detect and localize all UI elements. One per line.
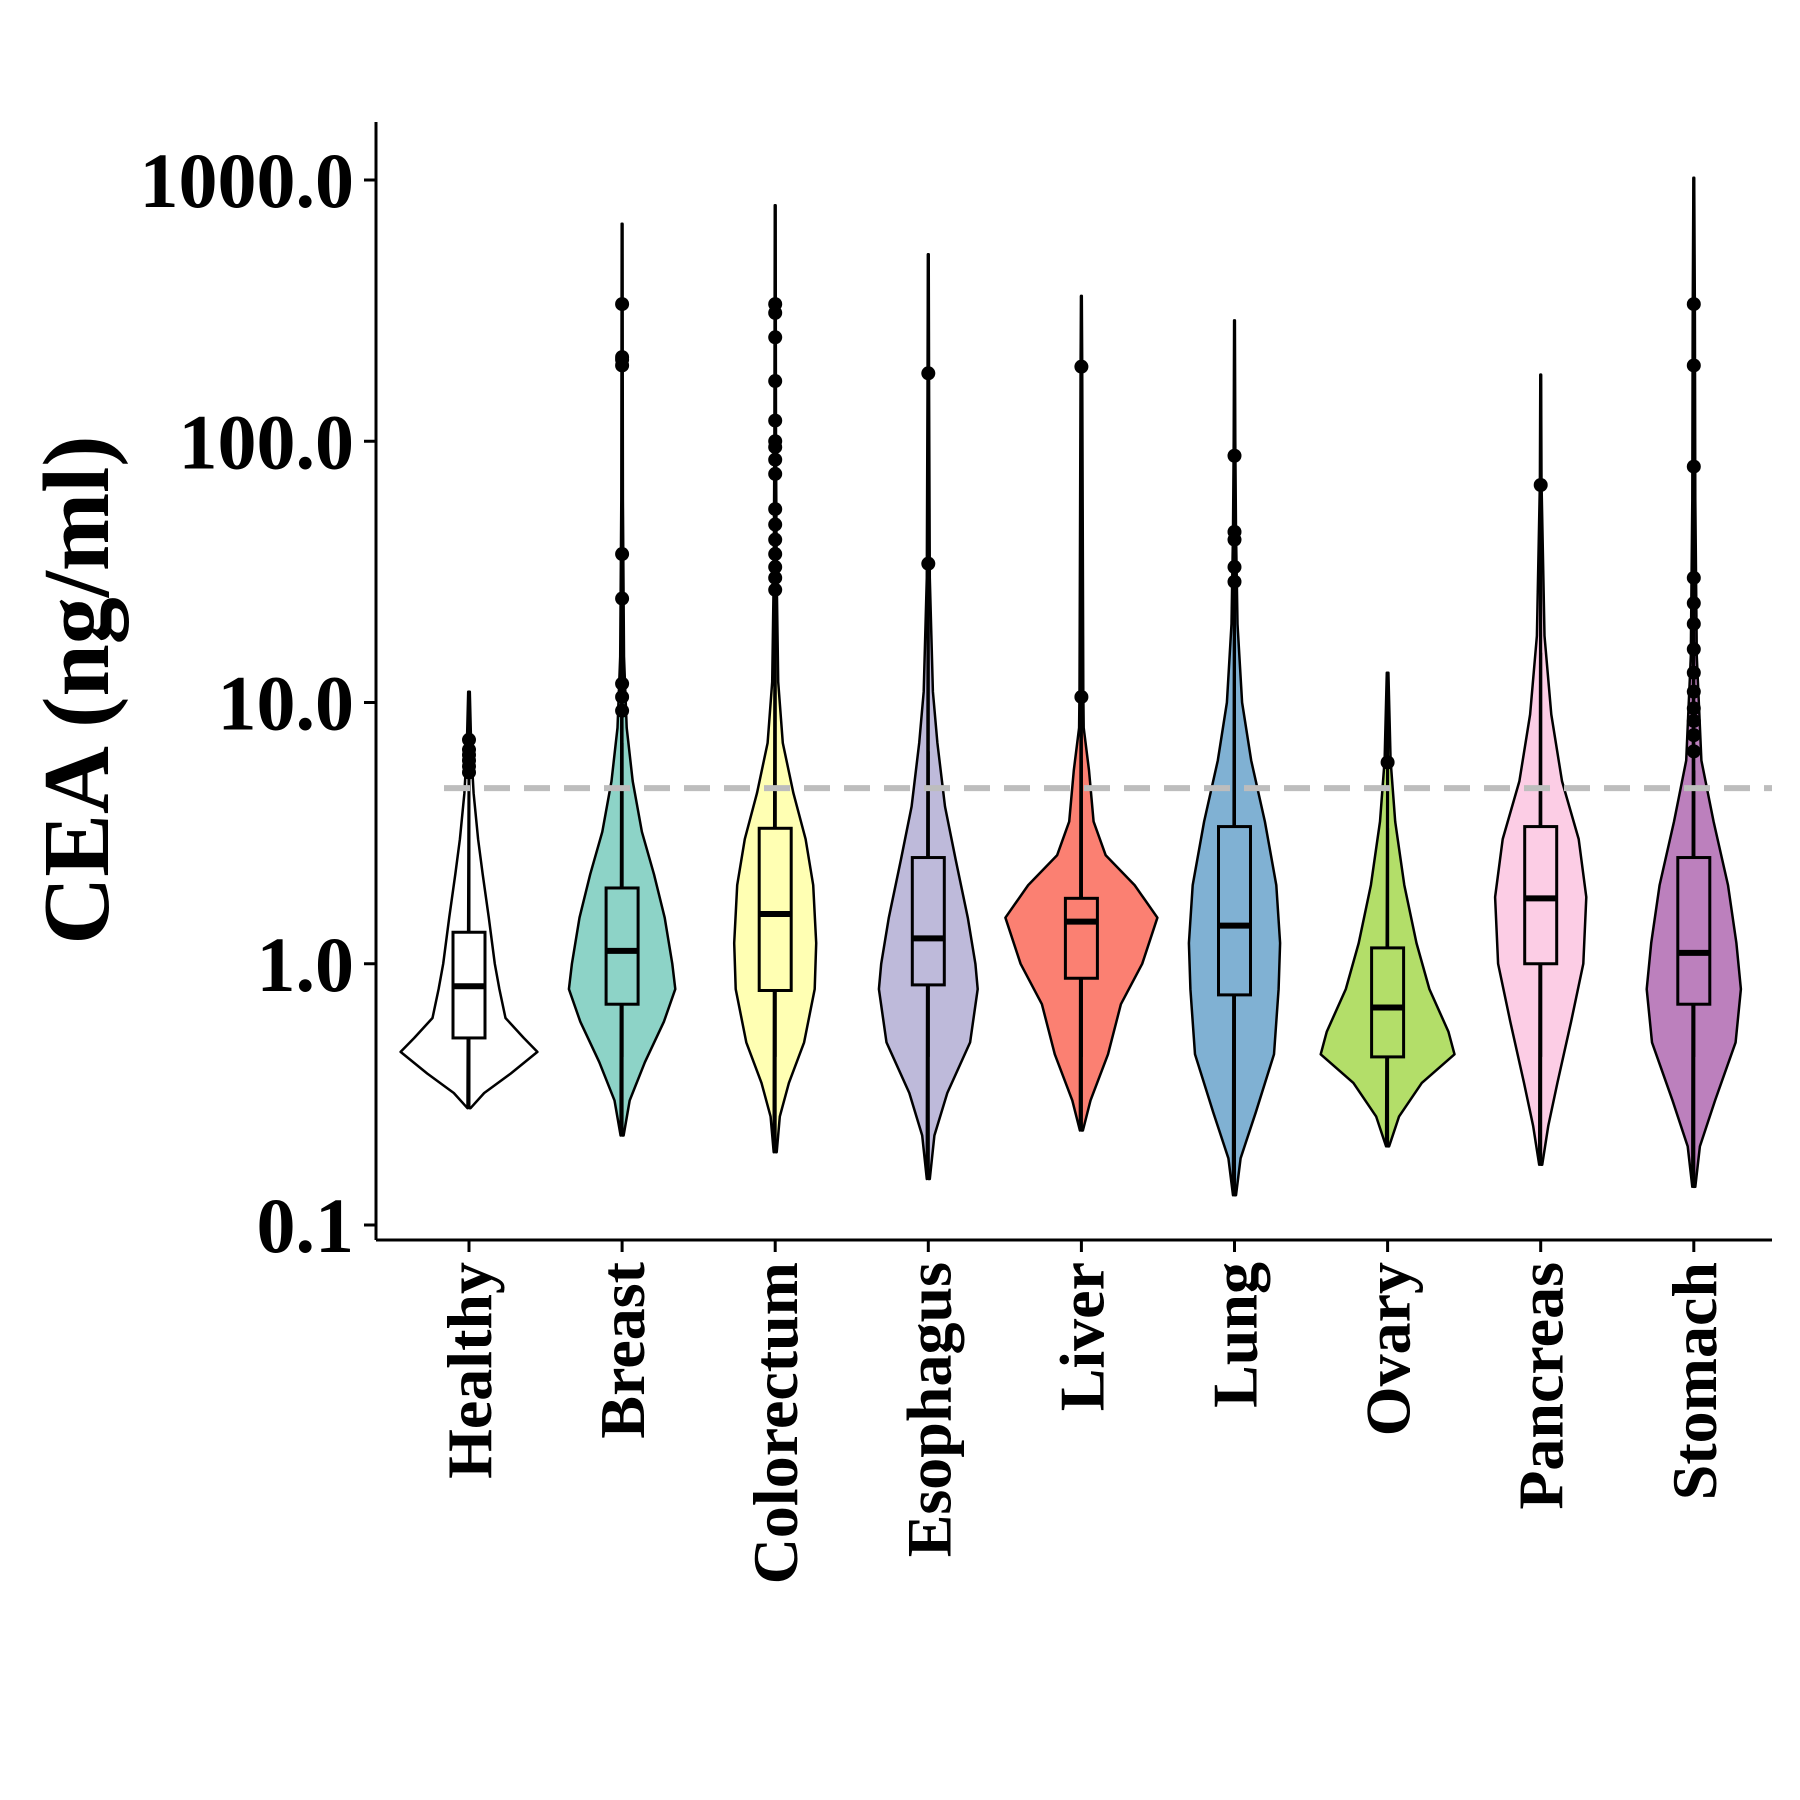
outlier-point: [1227, 560, 1242, 575]
outlier-point: [615, 547, 630, 562]
violin-group-colorectum: [732, 204, 818, 1154]
violin-group-stomach: [1645, 176, 1743, 1189]
outlier-point: [1686, 596, 1701, 611]
y-tick-label: 1000.0: [140, 137, 355, 224]
violin-group-lung: [1187, 319, 1282, 1197]
box-colorectum: [757, 826, 793, 992]
x-tick-label-stomach: Stomach: [1659, 1262, 1730, 1500]
y-tick-label: 100.0: [179, 398, 355, 485]
x-tick-label-breast: Breast: [587, 1261, 658, 1438]
outlier-point: [768, 330, 783, 345]
x-tick-label-liver: Liver: [1046, 1262, 1117, 1411]
x-tick-label-lung: Lung: [1200, 1262, 1271, 1408]
outlier-point: [1686, 665, 1701, 680]
x-tick-label-colorectum: Colorectum: [740, 1262, 811, 1584]
outlier-point: [1686, 713, 1701, 728]
outlier-point: [615, 591, 630, 606]
outlier-point: [768, 560, 783, 575]
box-pancreas: [1523, 825, 1559, 966]
outlier-point: [1686, 728, 1701, 743]
outlier-point: [768, 517, 783, 532]
x-tick-label-pancreas: Pancreas: [1506, 1262, 1577, 1510]
x-tick-label-healthy: Healthy: [434, 1262, 505, 1479]
outlier-point: [1227, 574, 1242, 589]
box-lung: [1217, 825, 1252, 997]
violin-group-healthy: [399, 690, 539, 1110]
outlier-point: [768, 570, 783, 585]
y-tick-label: 10.0: [218, 660, 355, 747]
violin-group-esophagus: [877, 252, 979, 1181]
outlier-point: [1686, 459, 1701, 474]
outlier-point: [768, 502, 783, 517]
box-esophagus: [910, 856, 946, 987]
outlier-point: [768, 547, 783, 562]
outlier-point: [462, 732, 476, 747]
outlier-point: [768, 582, 783, 597]
box-ovary: [1370, 946, 1406, 1059]
outlier-point: [1074, 689, 1089, 704]
outlier-point: [1686, 744, 1701, 759]
outlier-point: [768, 434, 783, 449]
outlier-point: [1227, 448, 1242, 463]
outlier-point: [768, 374, 783, 389]
outlier-point: [462, 742, 476, 757]
outlier-point: [768, 452, 783, 467]
violin-group-breast: [567, 222, 677, 1137]
outlier-point: [615, 297, 630, 312]
x-axis-ticks: Healthy Breast Colorectum Esophagus Liver Lun…: [434, 1240, 1730, 1584]
y-tick-label: 0.1: [257, 1182, 355, 1269]
outlier-point: [1686, 684, 1701, 699]
outlier-point: [1686, 701, 1701, 716]
outlier-point: [1227, 524, 1242, 539]
outlier-point: [1533, 478, 1548, 493]
outlier-point: [615, 703, 630, 718]
outlier-point: [921, 556, 936, 571]
outlier-point: [1686, 297, 1701, 312]
violin-group-liver: [1004, 294, 1159, 1132]
box-breast: [604, 886, 640, 1006]
outlier-point: [1380, 755, 1395, 770]
outlier-point: [768, 297, 783, 312]
outlier-point: [1074, 359, 1089, 374]
y-tick-label: 1.0: [257, 921, 355, 1008]
y-axis-title: CEA (ng/ml): [25, 435, 129, 944]
outlier-point: [615, 689, 630, 704]
outlier-point: [921, 366, 936, 381]
box-stomach: [1676, 856, 1712, 1006]
outlier-point: [615, 350, 630, 365]
outlier-point: [615, 676, 630, 691]
outlier-point: [1686, 358, 1701, 373]
y-axis-ticks: 0.1 1.0 10.0 100.0 1000.0: [140, 137, 376, 1269]
outlier-point: [1686, 570, 1701, 585]
x-tick-label-esophagus: Esophagus: [893, 1262, 964, 1557]
outlier-point: [768, 466, 783, 481]
x-tick-label-ovary: Ovary: [1353, 1262, 1424, 1436]
outlier-point: [1686, 642, 1701, 657]
box-liver: [1063, 896, 1099, 980]
violin-layer: [399, 176, 1743, 1197]
outlier-point: [1686, 616, 1701, 631]
outlier-point: [768, 532, 783, 547]
outlier-point: [768, 413, 783, 428]
violin-group-pancreas: [1493, 373, 1588, 1167]
violin-group-ovary: [1319, 671, 1456, 1148]
